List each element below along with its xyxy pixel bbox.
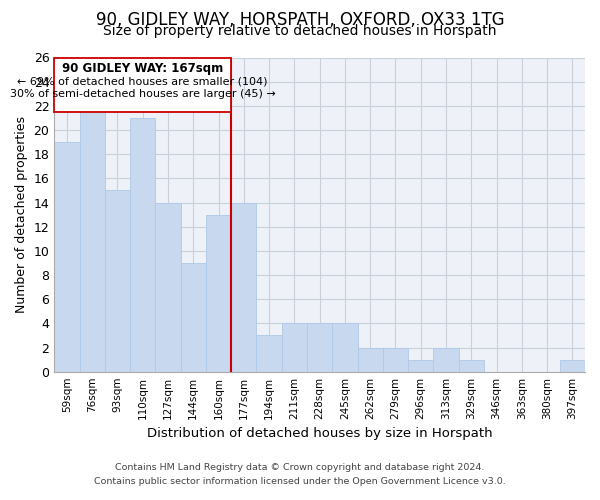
Text: Size of property relative to detached houses in Horspath: Size of property relative to detached ho… [103,24,497,38]
Bar [130,118,155,372]
FancyBboxPatch shape [54,58,231,112]
Bar [383,348,408,372]
Bar [282,324,307,372]
Bar [458,360,484,372]
Bar [560,360,585,372]
Bar [181,263,206,372]
Bar [256,336,282,372]
Text: Contains public sector information licensed under the Open Government Licence v3: Contains public sector information licen… [94,477,506,486]
Bar [358,348,383,372]
Y-axis label: Number of detached properties: Number of detached properties [15,116,28,313]
Bar [307,324,332,372]
Bar [80,106,105,372]
Bar [155,202,181,372]
Bar [206,214,231,372]
Text: 30% of semi-detached houses are larger (45) →: 30% of semi-detached houses are larger (… [10,89,275,99]
Bar [408,360,433,372]
Bar [231,202,256,372]
Text: Contains HM Land Registry data © Crown copyright and database right 2024.: Contains HM Land Registry data © Crown c… [115,464,485,472]
Bar [332,324,358,372]
Bar [105,190,130,372]
X-axis label: Distribution of detached houses by size in Horspath: Distribution of detached houses by size … [147,427,493,440]
Bar [433,348,458,372]
Text: 90, GIDLEY WAY, HORSPATH, OXFORD, OX33 1TG: 90, GIDLEY WAY, HORSPATH, OXFORD, OX33 1… [95,11,505,29]
Text: 90 GIDLEY WAY: 167sqm: 90 GIDLEY WAY: 167sqm [62,62,223,75]
Bar [54,142,80,372]
Text: ← 69% of detached houses are smaller (104): ← 69% of detached houses are smaller (10… [17,76,268,86]
